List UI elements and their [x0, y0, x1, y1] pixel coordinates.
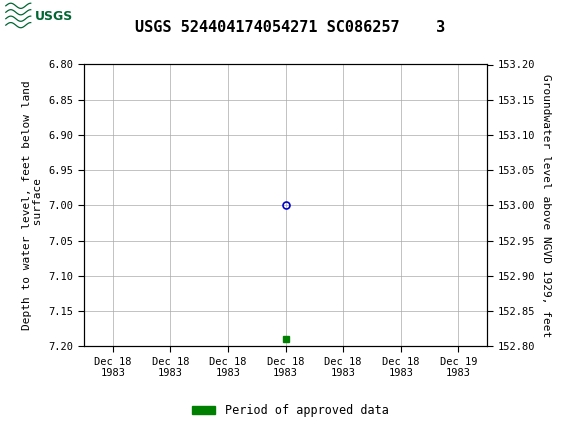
Text: USGS 524404174054271 SC086257    3: USGS 524404174054271 SC086257 3 [135, 21, 445, 35]
Y-axis label: Depth to water level, feet below land
 surface: Depth to water level, feet below land su… [21, 80, 43, 330]
Legend: Period of approved data: Period of approved data [187, 399, 393, 422]
Text: USGS: USGS [35, 9, 73, 23]
Bar [5, 3, 63, 30]
Y-axis label: Groundwater level above NGVD 1929, feet: Groundwater level above NGVD 1929, feet [541, 74, 550, 337]
